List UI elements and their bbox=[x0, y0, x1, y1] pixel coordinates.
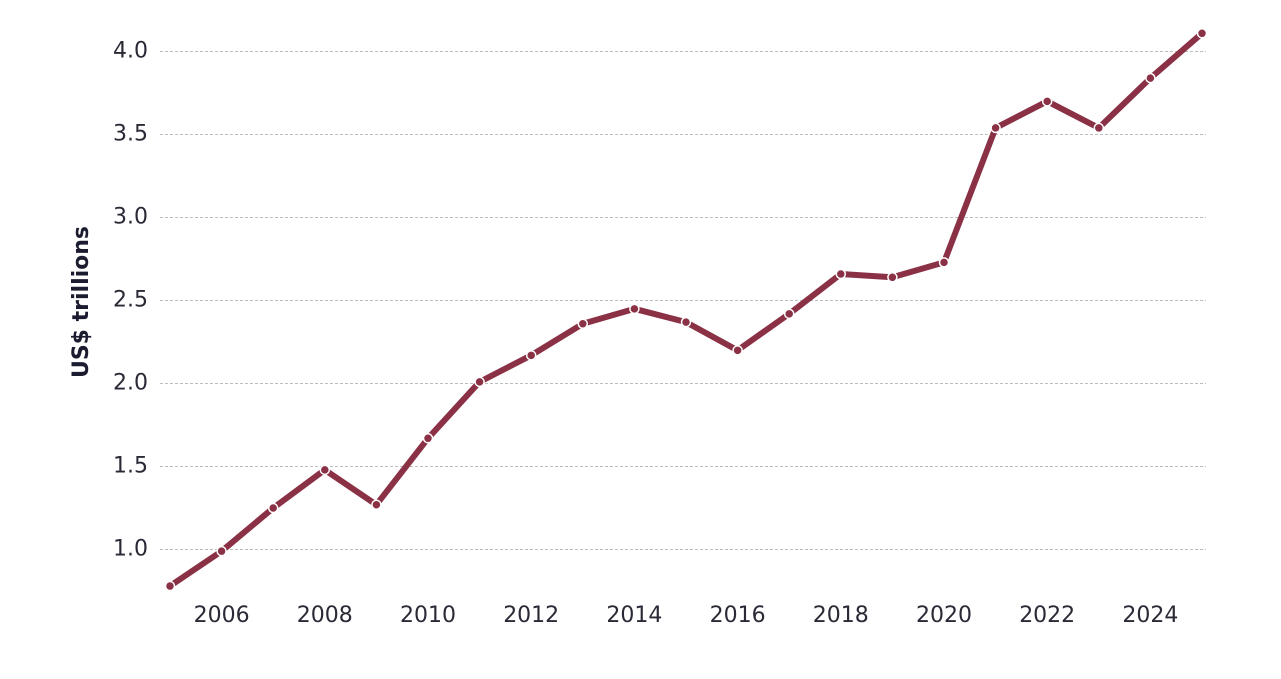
point bbox=[1145, 72, 1156, 84]
point bbox=[938, 257, 950, 268]
x-tick-label: 2006 bbox=[194, 603, 250, 628]
point bbox=[629, 303, 640, 315]
x-tick-label: 2020 bbox=[916, 603, 972, 628]
point bbox=[267, 502, 279, 514]
point bbox=[577, 318, 589, 330]
point bbox=[1093, 122, 1105, 134]
x-tick-label: 2024 bbox=[1122, 603, 1178, 628]
line bbox=[168, 31, 1204, 589]
point bbox=[1041, 96, 1053, 107]
y-tick-label: 2.0 bbox=[113, 371, 148, 396]
point bbox=[422, 433, 434, 444]
x-tick-label: 2008 bbox=[297, 603, 353, 628]
y-tick-label: 3.0 bbox=[113, 205, 148, 230]
y-tick-label: 2.5 bbox=[113, 288, 148, 313]
x-tick-label: 2022 bbox=[1019, 603, 1075, 628]
y-tick-label: 1.0 bbox=[113, 537, 148, 562]
y-tick-label: 3.5 bbox=[113, 122, 148, 147]
x-tick-label: 2016 bbox=[710, 603, 766, 628]
point bbox=[783, 308, 795, 320]
x-tick-label: 2014 bbox=[606, 603, 662, 628]
x-tick-label: 2012 bbox=[503, 603, 559, 628]
point bbox=[164, 580, 176, 592]
y-tick-label: 1.5 bbox=[113, 454, 148, 479]
point bbox=[525, 350, 537, 361]
point bbox=[990, 122, 1001, 134]
point bbox=[887, 272, 898, 283]
point bbox=[680, 316, 692, 328]
x-tick-label: 2010 bbox=[400, 603, 456, 628]
point bbox=[216, 545, 227, 557]
point bbox=[1196, 28, 1208, 39]
point bbox=[835, 268, 847, 280]
x-tick-label: 2018 bbox=[813, 603, 869, 628]
point bbox=[319, 464, 331, 476]
point bbox=[732, 345, 743, 356]
point bbox=[371, 499, 382, 510]
point bbox=[474, 376, 485, 388]
y-tick-label: 4.0 bbox=[113, 39, 148, 64]
y-axis-label: US$ trillions bbox=[69, 226, 94, 378]
